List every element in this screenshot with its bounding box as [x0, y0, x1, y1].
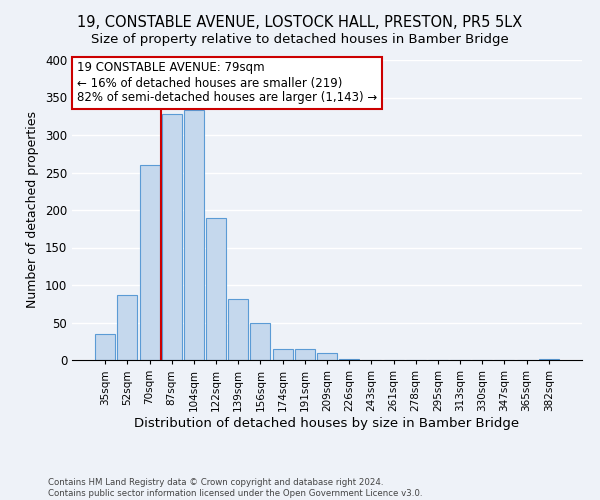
Text: 19, CONSTABLE AVENUE, LOSTOCK HALL, PRESTON, PR5 5LX: 19, CONSTABLE AVENUE, LOSTOCK HALL, PRES…: [77, 15, 523, 30]
Bar: [140, 165, 160, 360]
Bar: [539, 359, 559, 360]
Bar: [295, 349, 315, 360]
Bar: [184, 110, 204, 360]
X-axis label: Distribution of detached houses by size in Bamber Bridge: Distribution of detached houses by size …: [134, 416, 520, 430]
Text: 19 CONSTABLE AVENUE: 79sqm
← 16% of detached houses are smaller (219)
82% of sem: 19 CONSTABLE AVENUE: 79sqm ← 16% of deta…: [77, 62, 377, 104]
Bar: [272, 349, 293, 360]
Bar: [95, 334, 115, 360]
Bar: [118, 294, 137, 360]
Bar: [250, 322, 271, 360]
Text: Size of property relative to detached houses in Bamber Bridge: Size of property relative to detached ho…: [91, 32, 509, 46]
Text: Contains HM Land Registry data © Crown copyright and database right 2024.
Contai: Contains HM Land Registry data © Crown c…: [48, 478, 422, 498]
Bar: [206, 218, 226, 360]
Bar: [339, 359, 359, 360]
Y-axis label: Number of detached properties: Number of detached properties: [26, 112, 40, 308]
Bar: [317, 353, 337, 360]
Bar: [162, 114, 182, 360]
Bar: [228, 298, 248, 360]
